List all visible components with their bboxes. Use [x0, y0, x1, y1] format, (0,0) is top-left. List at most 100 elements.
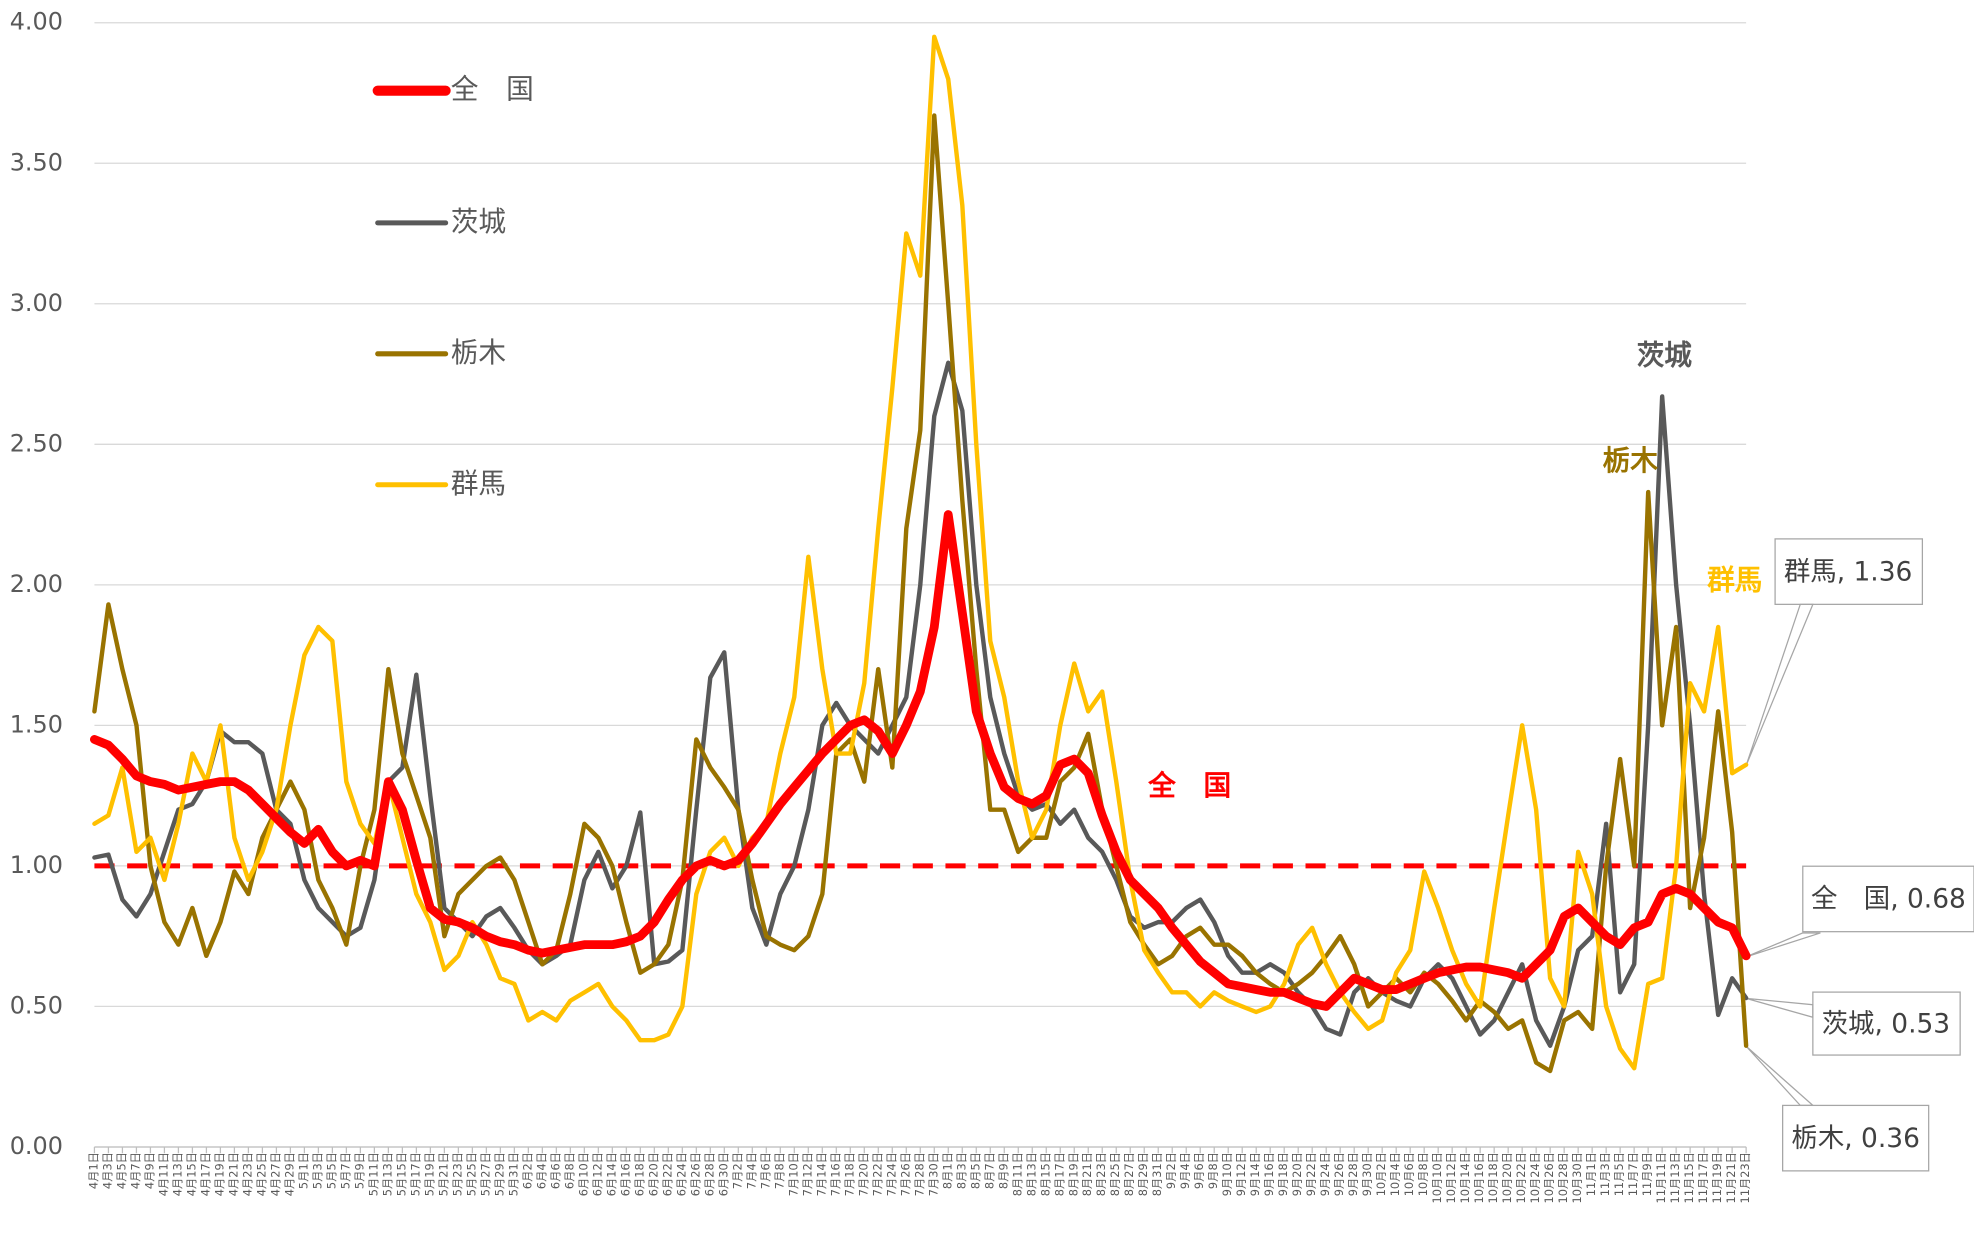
legend-label: 全 国 — [451, 73, 534, 106]
x-tick-label: 4月9日 — [142, 1152, 156, 1189]
x-tick-label: 5月31日 — [506, 1152, 520, 1196]
x-tick-label: 6月30日 — [716, 1152, 730, 1196]
x-tick-label: 10月30日 — [1570, 1152, 1584, 1204]
callout-label: 栃木, 0.36 — [1791, 1123, 1919, 1154]
x-tick-label: 6月26日 — [688, 1152, 702, 1196]
x-tick-label: 4月11日 — [156, 1152, 170, 1196]
annotation: 群馬 — [1707, 564, 1762, 597]
annotation: 栃木 — [1603, 444, 1659, 477]
x-tick-label: 6月22日 — [660, 1152, 674, 1196]
x-tick-label: 8月21日 — [1080, 1152, 1094, 1196]
y-tick-label: 3.50 — [10, 148, 63, 176]
x-tick-label: 9月6日 — [1192, 1152, 1206, 1189]
x-tick-label: 9月18日 — [1276, 1152, 1290, 1196]
legend-label: 群馬 — [451, 467, 506, 500]
callout-box — [1802, 865, 1974, 933]
x-tick-label: 6月6日 — [548, 1152, 562, 1189]
x-tick-label: 4月1日 — [86, 1152, 100, 1189]
x-tick-label: 6月2日 — [520, 1152, 534, 1189]
leader-line — [1745, 932, 1821, 958]
x-tick-label: 7月26日 — [898, 1152, 912, 1196]
x-tick-label: 6月24日 — [674, 1152, 688, 1196]
x-tick-label: 10月14日 — [1458, 1152, 1472, 1204]
x-tick-label: 7月20日 — [856, 1152, 870, 1196]
x-tick-label: 5月15日 — [394, 1152, 408, 1196]
x-tick-label: 8月7日 — [982, 1152, 996, 1189]
x-tick-label: 4月5日 — [114, 1152, 128, 1189]
annotation: 全 国 — [1147, 769, 1231, 802]
x-tick-label: 4月3日 — [100, 1152, 114, 1189]
x-tick-label: 5月13日 — [380, 1152, 394, 1196]
x-tick-label: 6月12日 — [590, 1152, 604, 1196]
x-tick-label: 7月8日 — [772, 1152, 786, 1189]
x-tick-label: 7月28日 — [912, 1152, 926, 1196]
x-tick-label: 8月15日 — [1038, 1152, 1052, 1196]
x-tick-label: 8月23日 — [1094, 1152, 1108, 1196]
x-tick-label: 9月26日 — [1332, 1152, 1346, 1196]
leader-line — [1745, 997, 1814, 1019]
x-tick-label: 4月17日 — [198, 1152, 212, 1196]
x-tick-label: 4月23日 — [240, 1152, 254, 1196]
x-tick-label: 11月13日 — [1668, 1152, 1682, 1204]
x-tick-label: 8月25日 — [1108, 1152, 1122, 1196]
x-tick-label: 4月19日 — [212, 1152, 226, 1196]
x-tick-label: 10月10日 — [1430, 1152, 1444, 1204]
x-tick-label: 7月16日 — [828, 1152, 842, 1196]
x-tick-label: 11月1日 — [1584, 1152, 1598, 1196]
callout-label: 全 国, 0.68 — [1811, 884, 1966, 915]
x-tick-label: 8月5日 — [968, 1152, 982, 1189]
x-tick-label: 5月21日 — [436, 1152, 450, 1196]
x-tick-label: 11月19日 — [1710, 1152, 1724, 1204]
x-tick-label: 9月16日 — [1262, 1152, 1276, 1196]
x-tick-label: 9月20日 — [1290, 1152, 1304, 1196]
x-tick-label: 11月21日 — [1724, 1152, 1738, 1204]
x-tick-label: 10月8日 — [1416, 1152, 1430, 1196]
x-tick-label: 6月4日 — [534, 1152, 548, 1189]
x-tick-label: 4月15日 — [184, 1152, 198, 1196]
x-tick-label: 5月25日 — [464, 1152, 478, 1196]
x-tick-label: 5月11日 — [366, 1152, 380, 1196]
callout-box — [1782, 1104, 1930, 1172]
series-line — [92, 113, 1749, 1074]
x-tick-label: 9月24日 — [1318, 1152, 1332, 1196]
x-tick-label: 11月23日 — [1738, 1152, 1752, 1204]
x-tick-label: 11月11日 — [1654, 1152, 1668, 1204]
x-tick-label: 8月31日 — [1150, 1152, 1164, 1196]
x-tick-label: 6月16日 — [618, 1152, 632, 1196]
y-tick-label: 1.00 — [10, 851, 63, 879]
legend-label: 茨城 — [451, 205, 506, 238]
x-tick-label: 9月4日 — [1178, 1152, 1192, 1189]
x-tick-label: 10月6日 — [1402, 1152, 1416, 1196]
x-tick-label: 6月18日 — [632, 1152, 646, 1196]
x-tick-label: 5月19日 — [422, 1152, 436, 1196]
x-tick-label: 4月29日 — [282, 1152, 296, 1196]
x-tick-label: 5月23日 — [450, 1152, 464, 1196]
x-tick-label: 11月5日 — [1612, 1152, 1626, 1196]
x-tick-label: 7月22日 — [870, 1152, 884, 1196]
x-tick-label: 10月4日 — [1388, 1152, 1402, 1196]
x-tick-label: 10月16日 — [1472, 1152, 1486, 1204]
x-tick-label: 8月1日 — [940, 1152, 954, 1189]
x-tick-label: 5月1日 — [296, 1152, 310, 1189]
x-tick-label: 8月11日 — [1010, 1152, 1024, 1196]
x-tick-label: 10月22日 — [1514, 1152, 1528, 1204]
x-tick-label: 5月7日 — [338, 1152, 352, 1189]
x-tick-label: 9月10日 — [1220, 1152, 1234, 1196]
callout-box — [1812, 991, 1961, 1056]
x-tick-label: 11月15日 — [1682, 1152, 1696, 1204]
x-tick-label: 11月9日 — [1640, 1152, 1654, 1196]
x-tick-label: 8月13日 — [1024, 1152, 1038, 1196]
x-tick-label: 8月27日 — [1122, 1152, 1136, 1196]
x-tick-label: 11月7日 — [1626, 1152, 1640, 1196]
x-tick-label: 7月6日 — [758, 1152, 772, 1189]
x-tick-label: 10月24日 — [1528, 1152, 1542, 1204]
x-tick-label: 9月2日 — [1164, 1152, 1178, 1189]
x-tick-label: 4月7日 — [128, 1152, 142, 1189]
y-tick-label: 2.00 — [10, 570, 63, 598]
x-tick-label: 6月20日 — [646, 1152, 660, 1196]
x-tick-label: 8月29日 — [1136, 1152, 1150, 1196]
x-tick-label: 9月8日 — [1206, 1152, 1220, 1189]
x-tick-label: 10月20日 — [1500, 1152, 1514, 1204]
x-tick-label: 10月18日 — [1486, 1152, 1500, 1204]
x-tick-label: 5月9日 — [352, 1152, 366, 1189]
